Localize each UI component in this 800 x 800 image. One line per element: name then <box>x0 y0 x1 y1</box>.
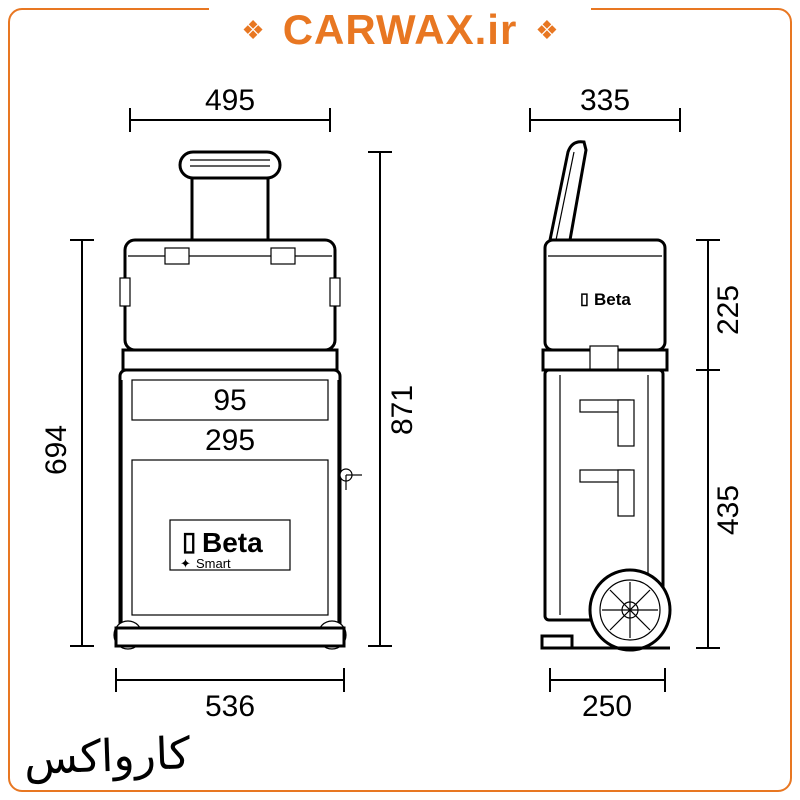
svg-text:871: 871 <box>386 385 419 435</box>
dim-side-bottom: 250 <box>550 668 665 723</box>
dim-side-lower: 435 <box>696 370 745 648</box>
svg-text:495: 495 <box>205 84 255 117</box>
front-logo-main: Beta <box>202 527 263 558</box>
front-view: 495 95 <box>40 84 419 723</box>
dim-side-top: 335 <box>530 84 680 132</box>
side-foot <box>542 636 572 648</box>
svg-text:250: 250 <box>582 690 632 723</box>
dim-front-bottom: 536 <box>116 668 344 723</box>
svg-text:694: 694 <box>40 425 73 475</box>
dim-front-right: 871 <box>368 152 419 646</box>
side-view: 335 ▯ Beta <box>530 84 745 723</box>
dim-front-left: 694 <box>40 240 94 646</box>
signature: کارواکس <box>23 728 191 785</box>
side-logo: Beta <box>594 290 631 309</box>
front-top-box <box>120 240 340 350</box>
side-top-box: ▯ Beta <box>545 240 665 350</box>
diagram-canvas: 495 95 <box>20 80 780 780</box>
dim-side-upper: 225 <box>696 240 745 370</box>
side-wheel <box>590 570 670 650</box>
svg-text:▯: ▯ <box>580 291 589 308</box>
svg-text:225: 225 <box>712 285 745 335</box>
svg-text:▯: ▯ <box>182 526 196 556</box>
side-handle <box>550 142 586 240</box>
dim-front-top: 495 <box>130 84 330 132</box>
dim-drawer-295: 295 <box>205 424 255 457</box>
front-base <box>116 628 344 646</box>
svg-text:✦: ✦ <box>180 556 191 571</box>
front-lower-body: 95 295 ▯ Beta ✦ Smart <box>120 370 362 630</box>
front-logo-sub: Smart <box>196 556 231 571</box>
svg-text:536: 536 <box>205 690 255 723</box>
front-handle <box>180 152 280 240</box>
svg-text:435: 435 <box>712 485 745 535</box>
ornament-right: ❖ <box>535 15 558 46</box>
svg-text:335: 335 <box>580 84 630 117</box>
brand-title: CARWAX.ir <box>283 6 518 54</box>
front-band <box>123 350 337 370</box>
ornament-left: ❖ <box>241 15 264 46</box>
dim-drawer-95: 95 <box>213 384 246 417</box>
